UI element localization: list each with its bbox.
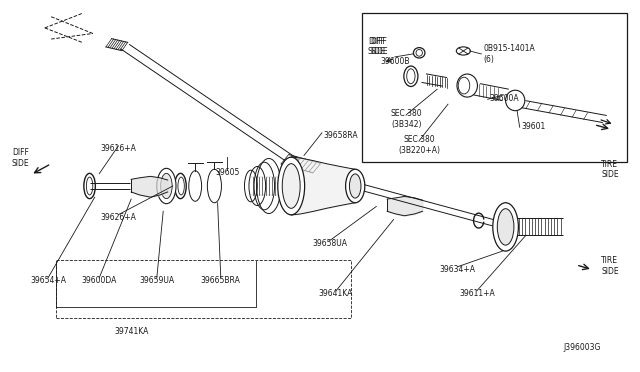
Text: TIRE
SIDE: TIRE SIDE (601, 160, 619, 179)
Text: 39600B: 39600B (380, 57, 410, 66)
Ellipse shape (84, 173, 95, 199)
Bar (362, 13, 627, 162)
Ellipse shape (497, 209, 514, 245)
Text: J396003G: J396003G (564, 343, 601, 352)
Text: DIFF
SIDE: DIFF SIDE (12, 148, 29, 168)
Text: 39658RA: 39658RA (323, 131, 358, 140)
Text: 39665BRA: 39665BRA (201, 276, 241, 285)
Text: 39611+A: 39611+A (459, 289, 495, 298)
Text: 39601: 39601 (522, 122, 546, 131)
Text: 39659UA: 39659UA (140, 276, 174, 285)
Text: 39600A: 39600A (490, 94, 519, 103)
Ellipse shape (346, 169, 365, 203)
Text: 39600DA: 39600DA (81, 276, 117, 285)
Text: TIRE
SIDE: TIRE SIDE (601, 256, 619, 276)
Text: 0B915-1401A
(6): 0B915-1401A (6) (483, 44, 535, 64)
Ellipse shape (493, 203, 518, 251)
Ellipse shape (349, 174, 361, 198)
Ellipse shape (161, 173, 172, 199)
Text: 39658UA: 39658UA (312, 239, 347, 248)
Bar (56, 260, 351, 318)
Ellipse shape (278, 157, 305, 215)
Text: 39605: 39605 (215, 169, 239, 177)
Text: 39641KA: 39641KA (319, 289, 353, 298)
Text: DIFF
SIDE: DIFF SIDE (367, 37, 385, 56)
Text: 39654+A: 39654+A (30, 276, 66, 285)
Text: DIFF
SIDE: DIFF SIDE (370, 37, 388, 56)
Text: SEC.380
(3B220+A): SEC.380 (3B220+A) (398, 135, 440, 155)
Text: 39634+A: 39634+A (440, 265, 476, 274)
Text: SEC.380
(3B342): SEC.380 (3B342) (390, 109, 422, 129)
Ellipse shape (157, 168, 176, 204)
Text: 39626+A: 39626+A (100, 213, 136, 222)
Text: 39616+A: 39616+A (100, 144, 136, 153)
Text: 39741KA: 39741KA (114, 327, 148, 336)
Ellipse shape (282, 164, 300, 208)
